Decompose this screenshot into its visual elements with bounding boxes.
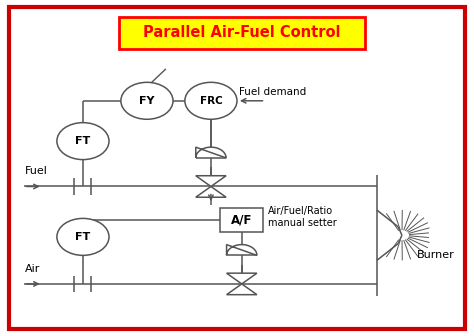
Text: Burner: Burner bbox=[417, 250, 455, 260]
Circle shape bbox=[121, 82, 173, 119]
Text: Fuel: Fuel bbox=[25, 166, 48, 176]
Text: Air: Air bbox=[25, 264, 40, 274]
Circle shape bbox=[57, 123, 109, 160]
Text: Air/Fuel/Ratio
manual setter: Air/Fuel/Ratio manual setter bbox=[268, 206, 337, 227]
Circle shape bbox=[57, 218, 109, 255]
Text: FY: FY bbox=[139, 96, 155, 106]
Text: FT: FT bbox=[75, 136, 91, 146]
Polygon shape bbox=[196, 186, 226, 197]
Polygon shape bbox=[227, 273, 257, 284]
Text: A/F: A/F bbox=[231, 214, 253, 226]
Text: Parallel Air-Fuel Control: Parallel Air-Fuel Control bbox=[143, 26, 340, 40]
Bar bbox=[220, 208, 263, 232]
Circle shape bbox=[185, 82, 237, 119]
Polygon shape bbox=[196, 176, 226, 186]
Polygon shape bbox=[227, 245, 257, 255]
Text: FT: FT bbox=[75, 232, 91, 242]
Text: FRC: FRC bbox=[200, 96, 222, 106]
Text: Fuel demand: Fuel demand bbox=[239, 87, 307, 97]
Polygon shape bbox=[227, 284, 257, 295]
Polygon shape bbox=[196, 147, 226, 158]
Bar bbox=[118, 17, 365, 49]
